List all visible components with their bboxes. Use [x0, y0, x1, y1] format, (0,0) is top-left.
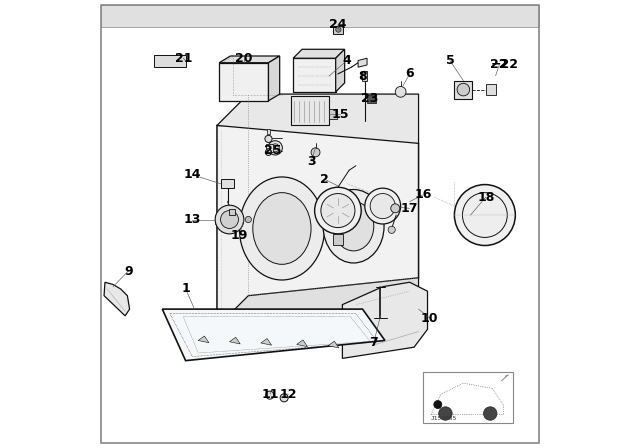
Polygon shape — [220, 56, 280, 63]
Text: 13: 13 — [184, 213, 201, 226]
Polygon shape — [198, 336, 209, 343]
Ellipse shape — [333, 202, 374, 251]
Bar — [423, 372, 513, 423]
Bar — [266, 144, 273, 152]
Polygon shape — [215, 215, 221, 224]
Text: 20: 20 — [235, 52, 253, 65]
Text: 24: 24 — [329, 18, 347, 31]
Bar — [367, 95, 376, 103]
Circle shape — [265, 135, 272, 142]
Circle shape — [457, 83, 470, 96]
Circle shape — [396, 86, 406, 97]
Circle shape — [439, 407, 452, 420]
Polygon shape — [220, 63, 269, 101]
Circle shape — [365, 188, 401, 224]
Text: J152065: J152065 — [431, 416, 458, 421]
Circle shape — [321, 194, 355, 228]
Ellipse shape — [323, 190, 384, 263]
Polygon shape — [217, 94, 419, 143]
Text: 7: 7 — [369, 336, 378, 349]
Circle shape — [266, 149, 271, 155]
Text: 15: 15 — [332, 108, 349, 121]
Bar — [486, 84, 495, 95]
Bar — [267, 129, 270, 134]
Text: 25: 25 — [264, 143, 282, 157]
Text: 17: 17 — [401, 202, 419, 215]
Bar — [267, 148, 270, 152]
Text: 18: 18 — [477, 190, 495, 204]
Text: 23: 23 — [360, 92, 378, 105]
Bar — [228, 209, 235, 215]
Text: 19: 19 — [230, 228, 248, 242]
Circle shape — [215, 205, 244, 234]
Text: −22: −22 — [491, 57, 519, 71]
Circle shape — [463, 193, 508, 237]
Bar — [154, 55, 186, 67]
Text: 2: 2 — [320, 172, 329, 186]
Ellipse shape — [253, 193, 311, 264]
Circle shape — [221, 211, 239, 228]
Text: 16: 16 — [414, 188, 432, 202]
Bar — [329, 109, 337, 119]
Circle shape — [484, 407, 497, 420]
Circle shape — [245, 216, 252, 223]
Polygon shape — [217, 125, 419, 327]
Text: 22: 22 — [490, 58, 508, 72]
Text: 5: 5 — [445, 54, 454, 67]
Polygon shape — [291, 96, 329, 125]
Text: 4: 4 — [342, 54, 351, 67]
Polygon shape — [293, 49, 345, 58]
Text: 12: 12 — [280, 388, 298, 401]
Circle shape — [454, 185, 515, 246]
Text: 6: 6 — [405, 67, 414, 81]
Polygon shape — [336, 49, 345, 92]
Polygon shape — [269, 56, 280, 101]
Circle shape — [370, 194, 396, 219]
Ellipse shape — [239, 177, 324, 280]
Bar — [333, 26, 343, 34]
Polygon shape — [261, 339, 271, 345]
Polygon shape — [342, 282, 428, 358]
Bar — [362, 71, 367, 81]
Text: 21: 21 — [175, 52, 192, 65]
Text: 1: 1 — [181, 282, 190, 296]
Text: 10: 10 — [421, 311, 438, 325]
Bar — [221, 179, 234, 188]
Bar — [333, 234, 343, 245]
Circle shape — [315, 187, 361, 234]
Polygon shape — [328, 341, 339, 348]
Polygon shape — [230, 337, 240, 344]
Polygon shape — [217, 278, 419, 327]
Polygon shape — [297, 340, 307, 347]
Text: 9: 9 — [124, 264, 132, 278]
Polygon shape — [104, 282, 130, 316]
Bar — [101, 5, 539, 27]
Polygon shape — [293, 58, 336, 92]
Circle shape — [311, 148, 320, 157]
Text: 3: 3 — [307, 155, 316, 168]
Circle shape — [266, 391, 274, 399]
Text: 8: 8 — [358, 69, 367, 83]
Circle shape — [336, 27, 341, 32]
Circle shape — [391, 204, 400, 213]
Circle shape — [280, 394, 288, 402]
Polygon shape — [163, 309, 385, 361]
Polygon shape — [454, 81, 472, 99]
Text: 11: 11 — [262, 388, 280, 401]
Polygon shape — [358, 58, 367, 67]
Circle shape — [271, 144, 279, 152]
Text: 14: 14 — [184, 168, 201, 181]
Circle shape — [388, 226, 396, 233]
Circle shape — [268, 141, 282, 155]
Circle shape — [434, 401, 442, 409]
